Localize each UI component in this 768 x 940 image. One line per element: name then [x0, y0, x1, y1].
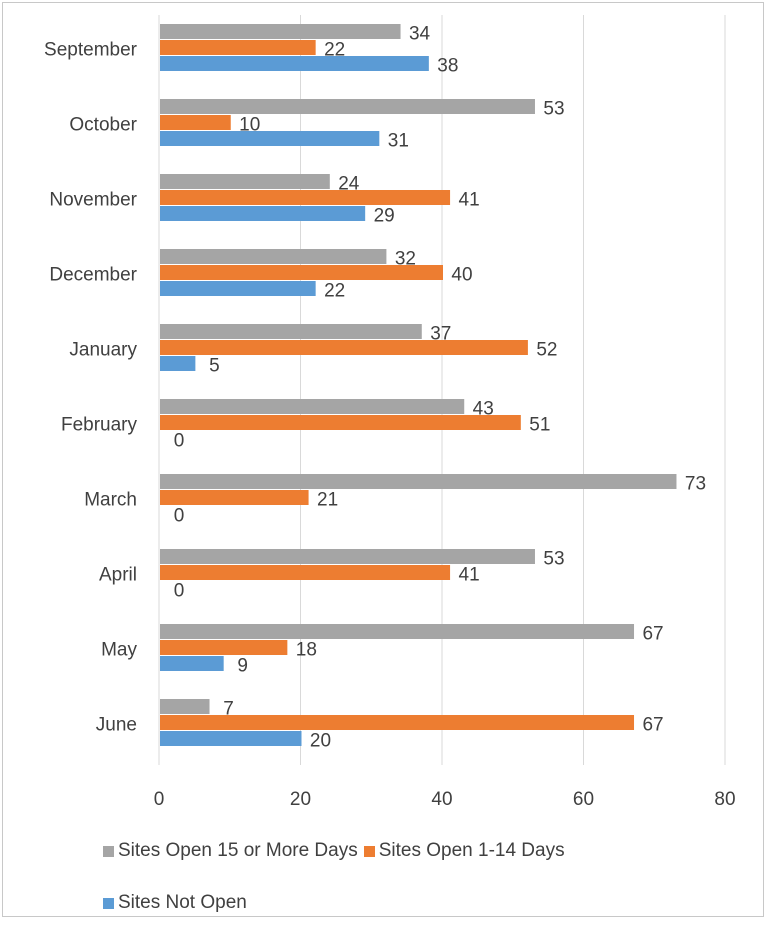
legend-swatch-not-open: [103, 897, 114, 909]
data-label: 7: [223, 699, 234, 720]
bar: [160, 174, 330, 189]
data-label: 0: [174, 581, 185, 602]
bar: [160, 99, 535, 114]
bar: [160, 56, 429, 71]
legend-swatch-15plus: [103, 845, 114, 857]
data-label: 53: [543, 99, 564, 120]
bar: [160, 656, 224, 671]
bar: [160, 490, 309, 505]
bar: [160, 324, 422, 339]
bar: [160, 624, 635, 639]
data-label: 52: [536, 340, 557, 361]
data-label: 0: [174, 431, 185, 452]
legend-item-1-14: Sites Open 1-14 Days: [363, 840, 565, 862]
data-label: 31: [388, 131, 409, 152]
data-label: 41: [459, 190, 480, 211]
y-tick-label: March: [84, 490, 137, 511]
data-label: 0: [174, 506, 185, 527]
data-label: 24: [338, 174, 360, 195]
legend-row-2: Sites Not Open: [103, 888, 703, 918]
data-label: 38: [437, 56, 458, 77]
bar: [160, 340, 528, 355]
data-label: 21: [317, 490, 338, 511]
x-tick-label: 20: [290, 789, 311, 810]
y-tick-label: October: [69, 115, 137, 136]
data-label: 22: [324, 281, 345, 302]
bar: [160, 115, 231, 130]
y-tick-label: September: [44, 40, 138, 61]
y-tick-label: June: [96, 715, 137, 736]
legend-item-not-open: Sites Not Open: [103, 892, 247, 914]
bar: [160, 474, 677, 489]
bar: [160, 356, 196, 371]
data-label: 9: [237, 656, 248, 677]
data-label: 20: [310, 731, 331, 752]
bar: [160, 549, 535, 564]
x-tick-label: 0: [154, 789, 165, 810]
y-tick-label: April: [99, 565, 137, 586]
x-tick-label: 60: [573, 789, 594, 810]
bar: [160, 281, 316, 296]
data-label: 10: [239, 115, 260, 136]
bar-chart: 0 20 40 60 80 September 34 22 38 October 53 10 31 Nov…: [44, 15, 736, 810]
bar: [160, 265, 443, 280]
bar: [160, 399, 465, 414]
data-label: 37: [430, 324, 451, 345]
y-tick-label: February: [61, 415, 138, 436]
data-label: 67: [642, 624, 663, 645]
data-label: 22: [324, 40, 345, 61]
bar: [160, 699, 210, 714]
bar: [160, 40, 316, 55]
data-label: 34: [409, 24, 431, 45]
legend-item-15plus: Sites Open 15 or More Days: [103, 840, 358, 862]
legend-label-15plus: Sites Open 15 or More Days: [118, 840, 358, 861]
bar: [160, 249, 387, 264]
data-label: 51: [529, 415, 550, 436]
y-tick-label: January: [69, 340, 137, 361]
data-label: 18: [296, 640, 317, 661]
bar: [160, 565, 451, 580]
bar: [160, 715, 635, 730]
data-label: 53: [543, 549, 564, 570]
y-tick-label: December: [49, 265, 137, 286]
data-label: 29: [374, 206, 395, 227]
data-label: 5: [209, 356, 220, 377]
x-tick-label: 80: [714, 789, 735, 810]
legend: Sites Open 15 or More Days Sites Open 1-…: [103, 836, 703, 940]
x-tick-label: 40: [431, 789, 452, 810]
y-tick-label: May: [101, 640, 137, 661]
y-tick-label: November: [49, 190, 137, 211]
bar: [160, 640, 288, 655]
data-label: 73: [685, 474, 706, 495]
data-label: 40: [451, 265, 472, 286]
legend-swatch-1-14: [363, 845, 375, 857]
legend-row-1: Sites Open 15 or More Days Sites Open 1-…: [103, 836, 703, 866]
bar: [160, 731, 302, 746]
data-label: 43: [473, 399, 494, 420]
bar: [160, 190, 451, 205]
data-label: 67: [642, 715, 663, 736]
legend-label-not-open: Sites Not Open: [118, 892, 247, 913]
bar: [160, 415, 521, 430]
bar: [160, 131, 380, 146]
data-label: 32: [395, 249, 416, 270]
legend-label-1-14: Sites Open 1-14 Days: [378, 840, 565, 861]
chart-frame: 0 20 40 60 80 September 34 22 38 October 53 10 31 Nov…: [2, 2, 764, 917]
data-label: 41: [459, 565, 480, 586]
bar: [160, 24, 401, 39]
bar: [160, 206, 366, 221]
